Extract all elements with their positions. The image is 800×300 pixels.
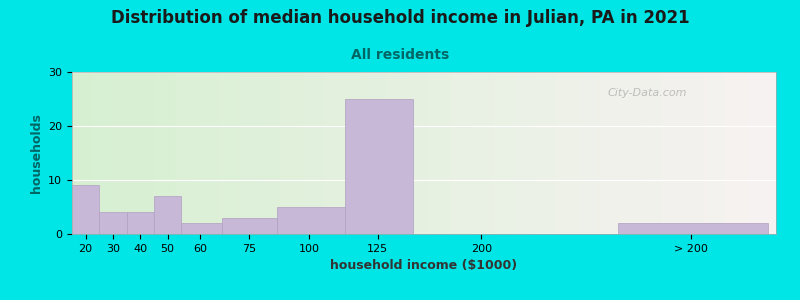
- X-axis label: household income ($1000): household income ($1000): [330, 259, 518, 272]
- Bar: [126, 212, 154, 234]
- Bar: [99, 212, 126, 234]
- Text: Distribution of median household income in Julian, PA in 2021: Distribution of median household income …: [110, 9, 690, 27]
- Bar: [181, 223, 222, 234]
- Text: All residents: All residents: [351, 48, 449, 62]
- Text: City-Data.com: City-Data.com: [607, 88, 686, 98]
- Bar: [618, 223, 768, 234]
- Bar: [345, 99, 413, 234]
- Bar: [154, 196, 181, 234]
- Bar: [277, 207, 345, 234]
- Bar: [222, 218, 277, 234]
- Y-axis label: households: households: [30, 113, 42, 193]
- Bar: [72, 185, 99, 234]
